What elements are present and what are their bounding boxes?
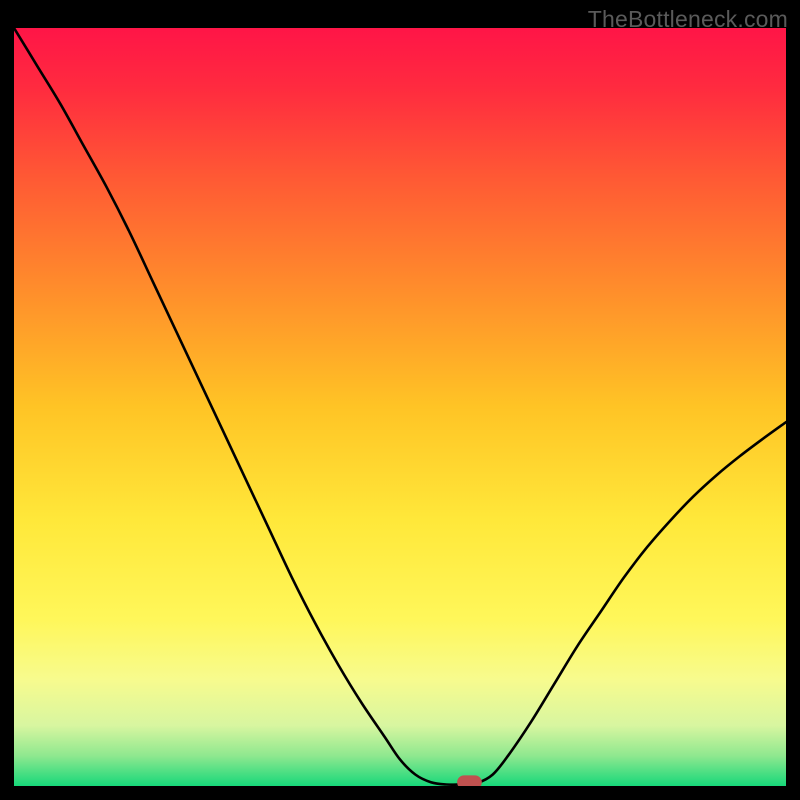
chart-frame: TheBottleneck.com (0, 0, 800, 800)
watermark-text: TheBottleneck.com (588, 6, 788, 33)
minimum-marker (14, 28, 786, 786)
plot-area (14, 28, 786, 786)
